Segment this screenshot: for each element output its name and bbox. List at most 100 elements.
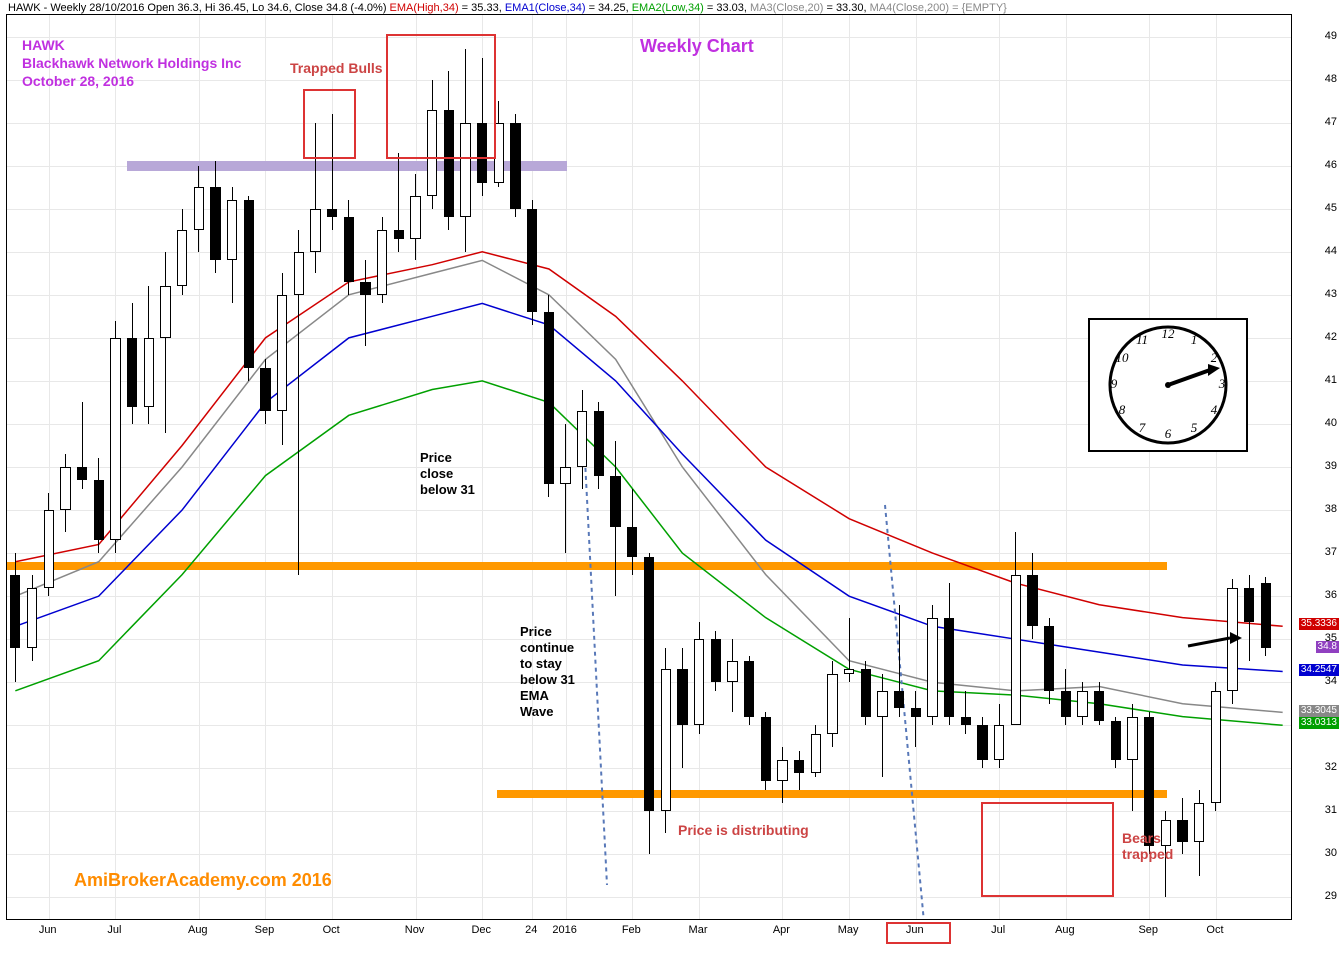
x-tick: Sep xyxy=(1138,924,1158,936)
y-tick: 31 xyxy=(1325,804,1337,816)
candle xyxy=(1244,588,1254,622)
y-tick: 41 xyxy=(1325,374,1337,386)
annotation-box xyxy=(303,89,356,159)
svg-text:1: 1 xyxy=(1191,332,1198,347)
candle xyxy=(244,200,254,368)
x-tick: Aug xyxy=(1055,924,1075,936)
annotation-box xyxy=(386,34,496,159)
candle xyxy=(761,717,771,782)
candle xyxy=(1044,626,1054,691)
candle xyxy=(977,725,987,759)
x-tick: Jun xyxy=(39,924,57,936)
header-prefix: HAWK - Weekly 28/10/2016 Open 36.3, Hi 3… xyxy=(8,2,390,14)
candle xyxy=(510,123,520,209)
y-tick: 36 xyxy=(1325,589,1337,601)
x-tick: Jul xyxy=(107,924,121,936)
x-tick: Sep xyxy=(255,924,275,936)
y-tick: 43 xyxy=(1325,288,1337,300)
x-tick: Oct xyxy=(1206,924,1223,936)
x-tick: Oct xyxy=(323,924,340,936)
y-tick: 38 xyxy=(1325,503,1337,515)
annotation-box xyxy=(981,802,1114,897)
candle xyxy=(310,209,320,252)
candle xyxy=(777,760,787,782)
candle xyxy=(194,187,204,230)
svg-text:5: 5 xyxy=(1191,420,1198,435)
x-tick: May xyxy=(838,924,859,936)
ma3-label: MA3(Close,20) xyxy=(750,2,823,14)
x-tick: Jul xyxy=(991,924,1005,936)
svg-text:12: 12 xyxy=(1162,326,1176,341)
x-tick: Aug xyxy=(188,924,208,936)
y-tick: 32 xyxy=(1325,761,1337,773)
clock-icon: 1212 345 678 91011 xyxy=(1088,318,1248,452)
price-marker: 34.2547 xyxy=(1299,664,1339,676)
candle xyxy=(694,639,704,725)
candle xyxy=(1194,803,1204,842)
candle xyxy=(210,187,220,260)
x-tick: Dec xyxy=(471,924,491,936)
candle xyxy=(711,639,721,682)
svg-text:8: 8 xyxy=(1119,402,1126,417)
price-marker: 34.8 xyxy=(1316,641,1339,653)
candle xyxy=(944,618,954,717)
candle xyxy=(1261,583,1271,648)
candle xyxy=(177,230,187,286)
candle xyxy=(861,669,871,716)
candle xyxy=(344,217,354,282)
support-line xyxy=(497,790,1167,798)
candle xyxy=(727,661,737,683)
y-tick: 39 xyxy=(1325,460,1337,472)
candle xyxy=(877,691,887,717)
svg-text:3: 3 xyxy=(1218,376,1226,391)
candle xyxy=(144,338,154,407)
candle xyxy=(894,691,904,708)
candle xyxy=(994,725,1004,759)
candle xyxy=(1011,575,1021,726)
candle xyxy=(1111,721,1121,760)
candle xyxy=(961,717,971,726)
candle xyxy=(644,557,654,811)
svg-text:10: 10 xyxy=(1116,350,1130,365)
weekly-chart-label: Weekly Chart xyxy=(640,36,754,57)
candle xyxy=(1061,691,1071,717)
chart-header: HAWK - Weekly 28/10/2016 Open 36.3, Hi 3… xyxy=(8,2,1007,14)
candle xyxy=(1127,717,1137,760)
price-arrow-icon xyxy=(1186,632,1246,652)
y-tick: 29 xyxy=(1325,890,1337,902)
candle xyxy=(27,588,37,648)
x-axis: JunJulAugSepOctNovDec242016FebMarAprMayJ… xyxy=(6,920,1292,966)
candle xyxy=(577,411,587,467)
y-tick: 48 xyxy=(1325,73,1337,85)
bears-trapped-label: Bears trapped xyxy=(1122,830,1173,862)
price-continue-label: Price continue to stay below 31 EMA Wave xyxy=(520,624,575,720)
candle xyxy=(794,760,804,773)
candle xyxy=(1077,691,1087,717)
candle xyxy=(60,467,70,510)
svg-text:4: 4 xyxy=(1211,402,1218,417)
candle xyxy=(927,618,937,717)
candle xyxy=(277,295,287,411)
candle xyxy=(327,209,337,218)
trapped-bulls-label: Trapped Bulls xyxy=(290,60,383,76)
candle xyxy=(544,312,554,484)
candle xyxy=(744,661,754,717)
candle xyxy=(127,338,137,407)
y-tick: 49 xyxy=(1325,30,1337,42)
svg-text:7: 7 xyxy=(1139,420,1146,435)
x-tick: Mar xyxy=(689,924,708,936)
ema-high-label: EMA(High,34) xyxy=(390,2,459,14)
candle xyxy=(594,411,604,476)
y-tick: 37 xyxy=(1325,546,1337,558)
candle xyxy=(110,338,120,540)
price-plot[interactable] xyxy=(6,14,1292,920)
candle xyxy=(844,669,854,673)
candle xyxy=(10,575,20,648)
title-block: HAWK Blackhawk Network Holdings Inc Octo… xyxy=(22,36,241,90)
price-marker: 35.3336 xyxy=(1299,618,1339,630)
candle xyxy=(677,669,687,725)
svg-text:2: 2 xyxy=(1211,350,1218,365)
y-tick: 46 xyxy=(1325,159,1337,171)
y-tick: 30 xyxy=(1325,847,1337,859)
candle xyxy=(1144,717,1154,846)
